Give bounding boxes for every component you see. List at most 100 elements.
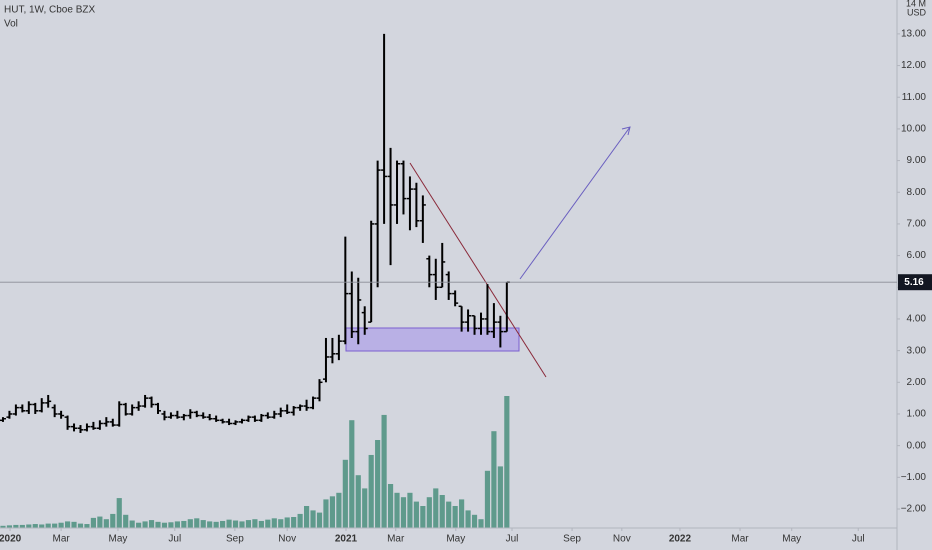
chart-title: HUT, 1W, Cboe BZX xyxy=(4,5,95,16)
volume-bar xyxy=(226,519,232,528)
projection-arrow xyxy=(519,126,631,280)
volume-bar xyxy=(310,510,316,528)
volume-bar xyxy=(123,514,129,528)
volume-bar xyxy=(136,522,142,528)
volume-bar xyxy=(452,506,458,528)
volume-bar xyxy=(336,492,342,528)
y-tick-label: 6.00 xyxy=(907,250,927,261)
y-tick-label: 0.00 xyxy=(907,440,927,451)
volume-axis-label: 14 M xyxy=(906,0,926,8)
volume-bar xyxy=(258,520,264,528)
volume-bar xyxy=(45,523,51,528)
volume-bar xyxy=(297,513,303,528)
volume-bar xyxy=(155,521,161,528)
volume-bar xyxy=(103,519,109,528)
volume-bar xyxy=(284,517,290,528)
volume-bar xyxy=(161,522,168,528)
volume-bar xyxy=(39,524,45,528)
volume-bar xyxy=(26,524,32,528)
volume-bar xyxy=(478,519,484,528)
volume-bar xyxy=(168,522,174,528)
y-tick-label: 3.00 xyxy=(907,345,927,356)
volume-bar xyxy=(465,510,471,528)
volume-bar xyxy=(77,523,84,528)
y-tick-label: 1.00 xyxy=(907,409,927,420)
volume-bar xyxy=(71,521,77,528)
volume-bar xyxy=(6,525,13,528)
volume-bar xyxy=(400,497,407,528)
volume-bar xyxy=(142,521,148,528)
x-tick-label: 2020 xyxy=(0,534,22,545)
volume-bar xyxy=(58,522,64,528)
volume-bar xyxy=(420,506,426,528)
volume-bar xyxy=(504,396,510,528)
x-tick-label: Mar xyxy=(52,534,70,545)
volume-bar xyxy=(220,520,226,528)
volume-bar xyxy=(446,501,452,528)
x-tick-label: May xyxy=(446,534,465,545)
volume-bar xyxy=(459,499,465,528)
volume-bar xyxy=(19,524,25,528)
volume-bar xyxy=(265,519,271,528)
volume-bar xyxy=(278,519,284,528)
volume-bar xyxy=(181,520,187,528)
volume-bar xyxy=(0,525,6,528)
volume-bar xyxy=(116,498,122,528)
x-tick-label: May xyxy=(109,534,128,545)
last-price-box xyxy=(898,274,932,291)
volume-bar xyxy=(497,466,503,528)
x-tick-label: Mar xyxy=(387,534,405,545)
volume-bar xyxy=(375,440,381,528)
volume-bar xyxy=(433,488,439,528)
volume-bar xyxy=(323,499,329,528)
volume-bar xyxy=(13,524,19,528)
volume-bar xyxy=(407,492,413,528)
x-tick-label: 2021 xyxy=(335,534,358,545)
volume-bar xyxy=(129,520,135,528)
volume-bar xyxy=(387,484,394,528)
x-tick-label: Jul xyxy=(506,534,519,545)
arrow-head xyxy=(621,126,631,136)
volume-bar xyxy=(110,513,116,528)
volume-bar xyxy=(471,514,478,528)
last-price-label: 5.16 xyxy=(904,277,924,288)
volume-bar xyxy=(84,524,90,528)
volume-bar xyxy=(491,431,497,528)
volume-bar xyxy=(355,475,361,528)
volume-bar xyxy=(187,519,193,528)
volume-bar xyxy=(303,506,310,528)
volume-bar xyxy=(316,512,323,528)
volume-bar xyxy=(342,459,348,528)
volume-bar xyxy=(252,519,258,528)
volume-bar xyxy=(291,517,297,528)
volume-bar xyxy=(97,516,103,528)
x-tick-label: Sep xyxy=(563,534,581,545)
volume-bar xyxy=(32,524,38,528)
volume-bar xyxy=(239,521,245,528)
y-tick-label: 8.00 xyxy=(907,187,927,198)
volume-bar xyxy=(213,521,219,528)
x-tick-label: Jul xyxy=(168,534,181,545)
y-tick-label: 12.00 xyxy=(901,60,926,71)
volume-bar xyxy=(245,520,252,528)
volume-bar xyxy=(174,521,180,528)
volume-label: Vol xyxy=(4,19,18,30)
y-tick-label: 7.00 xyxy=(907,219,927,230)
volume-bar xyxy=(271,518,277,528)
x-tick-label: Nov xyxy=(278,534,296,545)
x-tick-label: Sep xyxy=(226,534,244,545)
y-tick-label: 11.00 xyxy=(902,92,927,103)
volume-bar xyxy=(90,517,96,528)
volume-bar xyxy=(200,520,206,528)
currency: USD xyxy=(907,7,927,17)
y-tick-label: 2.00 xyxy=(907,377,927,388)
y-tick-label: 10.00 xyxy=(901,124,926,135)
volume-bar xyxy=(394,492,400,528)
x-tick-label: Jul xyxy=(852,534,865,545)
trend-line xyxy=(409,162,547,378)
volume-bar xyxy=(426,497,432,528)
y-tick-label: −1.00 xyxy=(901,472,927,483)
volume-bar xyxy=(484,470,491,528)
